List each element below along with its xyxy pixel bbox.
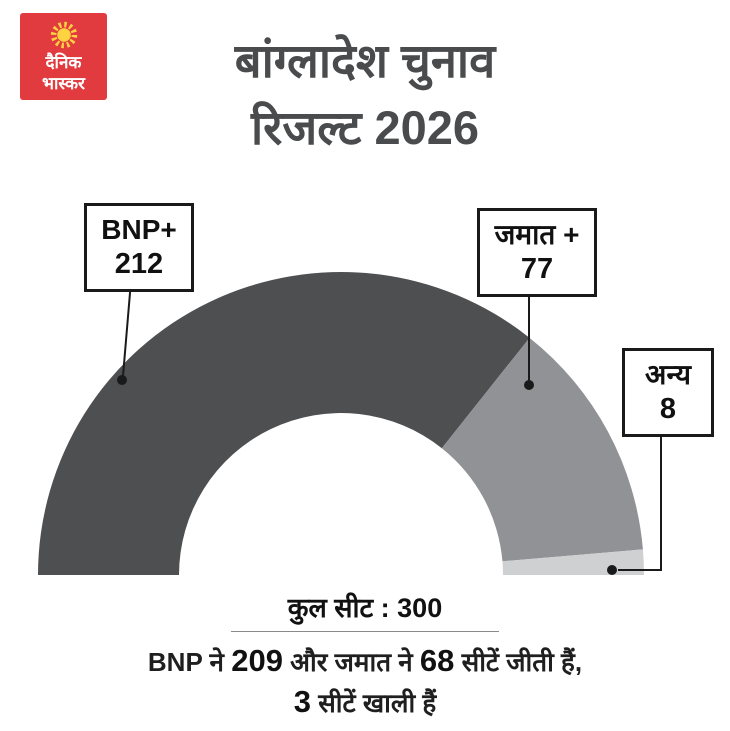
jamaat-label: जमात + <box>494 219 580 250</box>
title-line2: रिजल्ट 2026 <box>250 100 480 154</box>
callout-jamaat: जमात + 77 <box>477 208 597 298</box>
dainik-bhaskar-logo: दैनिक भास्कर <box>20 13 107 100</box>
others-label: अन्य <box>645 359 691 390</box>
summary-text: सीटें जीती हैं, <box>454 647 583 677</box>
gauge-segment-जमात + <box>441 337 643 562</box>
summary-number: 68 <box>419 643 455 678</box>
summary-text: और जमात ने <box>282 647 420 677</box>
page-title: बांग्लादेश चुनाव रिजल्ट 2026 <box>0 28 730 161</box>
total-seats-label: कुल सीट : 300 <box>287 593 443 623</box>
gauge-segment-BNP+ <box>38 271 530 575</box>
summary-text: सीटें खाली हैं <box>310 688 437 718</box>
callout-bnp: BNP+ 212 <box>84 203 194 293</box>
brand-name-line2: भास्कर <box>42 74 85 93</box>
callout-others: अन्य 8 <box>622 348 714 438</box>
summary-number: 209 <box>231 643 283 678</box>
summary-line-1: BNP ने 209 और जमात ने 68 सीटें जीती हैं, <box>0 643 730 679</box>
summary-line-2: 3 सीटें खाली हैं <box>0 684 730 720</box>
summary-number: 3 <box>293 684 311 719</box>
bnp-label: BNP+ <box>101 214 177 245</box>
jamaat-value: 77 <box>520 252 554 285</box>
divider-line <box>231 631 499 632</box>
summary-text: BNP ने <box>147 647 232 677</box>
bnp-value: 212 <box>114 247 164 280</box>
brand-name-line1: दैनिक <box>45 52 82 72</box>
others-value: 8 <box>659 392 677 425</box>
sun-icon <box>50 21 77 48</box>
half-donut-chart <box>38 271 644 575</box>
title-line1: बांग्लादेश चुनाव <box>234 34 496 87</box>
